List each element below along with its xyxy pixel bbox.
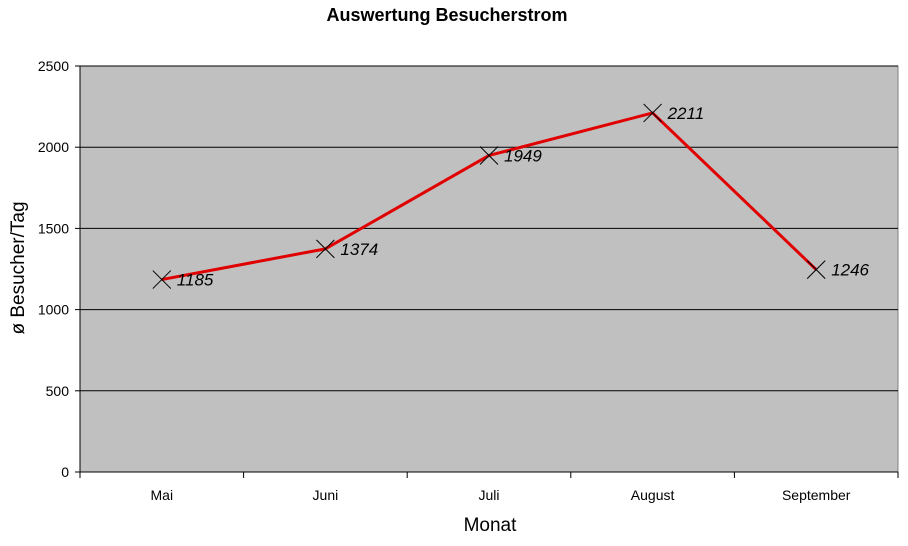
x-tick-label: Juni <box>313 487 339 503</box>
y-tick-label: 1000 <box>38 302 69 318</box>
y-axis-label: ø Besucher/Tag <box>8 201 29 334</box>
y-tick-label: 0 <box>61 464 69 480</box>
y-tick-label: 1500 <box>38 220 69 236</box>
plot-background <box>79 65 899 473</box>
data-label: 1949 <box>504 146 542 165</box>
data-point-marker <box>806 260 826 280</box>
data-label: 1246 <box>831 261 869 280</box>
x-tick-label: Juli <box>478 487 499 503</box>
data-label: 1374 <box>340 240 378 259</box>
x-tick-label: September <box>782 487 851 503</box>
plot-area: 0 500 1000 1500 2000 2500 Mai Juni Juli August Sep… <box>38 58 899 503</box>
x-tick-label: Mai <box>151 487 174 503</box>
data-point-marker <box>479 146 499 165</box>
y-tick-label: 500 <box>46 383 70 399</box>
y-tick-label: 2500 <box>38 58 69 74</box>
data-point-marker <box>152 270 172 289</box>
x-tick-label: August <box>631 487 675 503</box>
y-tick-label: 2000 <box>38 139 69 155</box>
data-point-marker <box>643 103 662 123</box>
x-axis-label: Monat <box>464 515 518 536</box>
data-label: 1185 <box>177 271 214 290</box>
data-point-marker <box>316 239 335 259</box>
data-label: 2211 <box>667 104 705 123</box>
chart-title: Auswertung Besucherstrom <box>326 5 567 25</box>
